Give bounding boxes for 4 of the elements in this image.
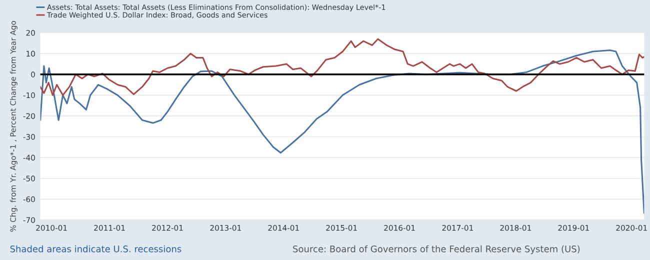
source-note: Source: Board of Governors of the Federal Reserve System (US) — [293, 245, 580, 254]
text: Shaded areas indicate U.S. recessions — [10, 245, 182, 252]
line-series — [40, 38, 644, 96]
line-series — [40, 49, 644, 214]
